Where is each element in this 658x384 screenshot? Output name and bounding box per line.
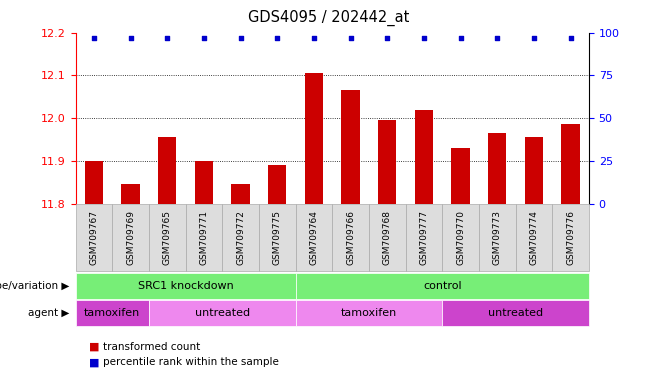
Point xyxy=(309,35,319,41)
Point xyxy=(199,35,209,41)
Text: untreated: untreated xyxy=(488,308,543,318)
Text: SRC1 knockdown: SRC1 knockdown xyxy=(138,281,234,291)
Text: GSM709777: GSM709777 xyxy=(419,210,428,265)
Bar xyxy=(415,109,433,204)
Text: tamoxifen: tamoxifen xyxy=(84,308,140,318)
Text: ■: ■ xyxy=(89,342,99,352)
Point xyxy=(345,35,356,41)
Bar xyxy=(342,90,360,204)
Text: percentile rank within the sample: percentile rank within the sample xyxy=(103,358,279,367)
Bar xyxy=(268,165,286,204)
Bar xyxy=(85,161,103,204)
Bar xyxy=(122,184,139,204)
Point xyxy=(126,35,136,41)
Bar xyxy=(195,161,213,204)
Text: GSM709774: GSM709774 xyxy=(530,210,538,265)
Point xyxy=(89,35,99,41)
Point xyxy=(418,35,429,41)
Text: GSM709764: GSM709764 xyxy=(309,210,318,265)
Point xyxy=(236,35,246,41)
Point xyxy=(455,35,466,41)
Text: GSM709765: GSM709765 xyxy=(163,210,172,265)
Bar xyxy=(524,137,543,204)
Text: transformed count: transformed count xyxy=(103,342,201,352)
Bar xyxy=(378,120,396,204)
Text: untreated: untreated xyxy=(195,308,250,318)
Text: GDS4095 / 202442_at: GDS4095 / 202442_at xyxy=(248,10,410,26)
Text: GSM709769: GSM709769 xyxy=(126,210,135,265)
Point xyxy=(565,35,576,41)
Point xyxy=(162,35,172,41)
Text: tamoxifen: tamoxifen xyxy=(341,308,397,318)
Bar xyxy=(305,73,323,204)
Text: GSM709767: GSM709767 xyxy=(89,210,99,265)
Text: GSM709772: GSM709772 xyxy=(236,210,245,265)
Text: GSM709771: GSM709771 xyxy=(199,210,209,265)
Point xyxy=(492,35,503,41)
Bar xyxy=(451,148,470,204)
Bar xyxy=(561,124,580,204)
Bar xyxy=(158,137,176,204)
Bar xyxy=(232,184,250,204)
Text: agent ▶: agent ▶ xyxy=(28,308,69,318)
Text: control: control xyxy=(423,281,461,291)
Point xyxy=(382,35,393,41)
Point xyxy=(272,35,282,41)
Text: ■: ■ xyxy=(89,358,99,367)
Point xyxy=(528,35,539,41)
Text: GSM709776: GSM709776 xyxy=(566,210,575,265)
Text: genotype/variation ▶: genotype/variation ▶ xyxy=(0,281,69,291)
Text: GSM709766: GSM709766 xyxy=(346,210,355,265)
Text: GSM709770: GSM709770 xyxy=(456,210,465,265)
Text: GSM709768: GSM709768 xyxy=(383,210,392,265)
Text: GSM709773: GSM709773 xyxy=(493,210,502,265)
Bar xyxy=(488,133,507,204)
Text: GSM709775: GSM709775 xyxy=(273,210,282,265)
